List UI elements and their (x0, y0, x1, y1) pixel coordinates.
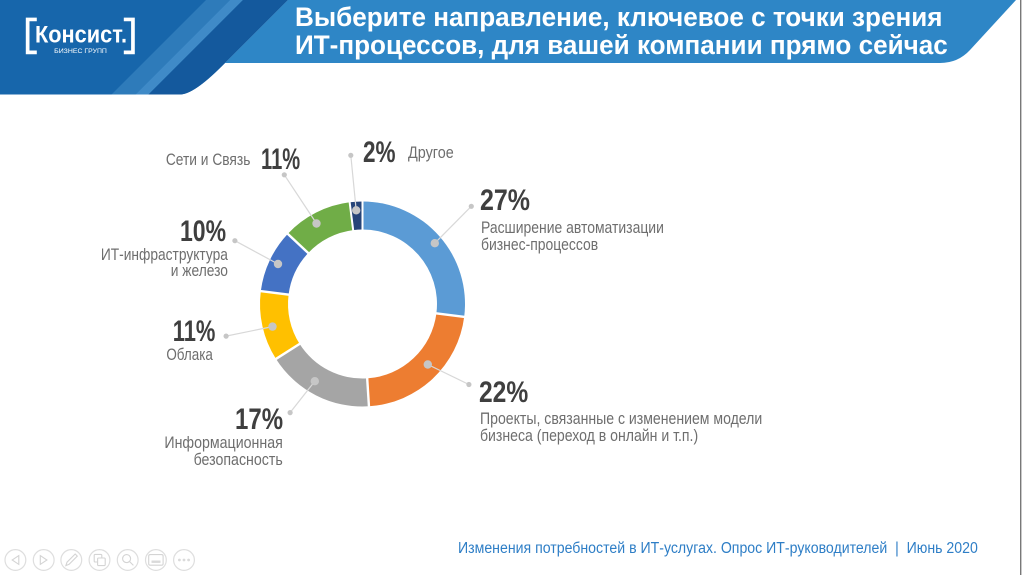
svg-text:Консист.: Консист. (35, 22, 127, 49)
svg-text:БИЗНЕС ГРУПП: БИЗНЕС ГРУПП (54, 48, 107, 55)
